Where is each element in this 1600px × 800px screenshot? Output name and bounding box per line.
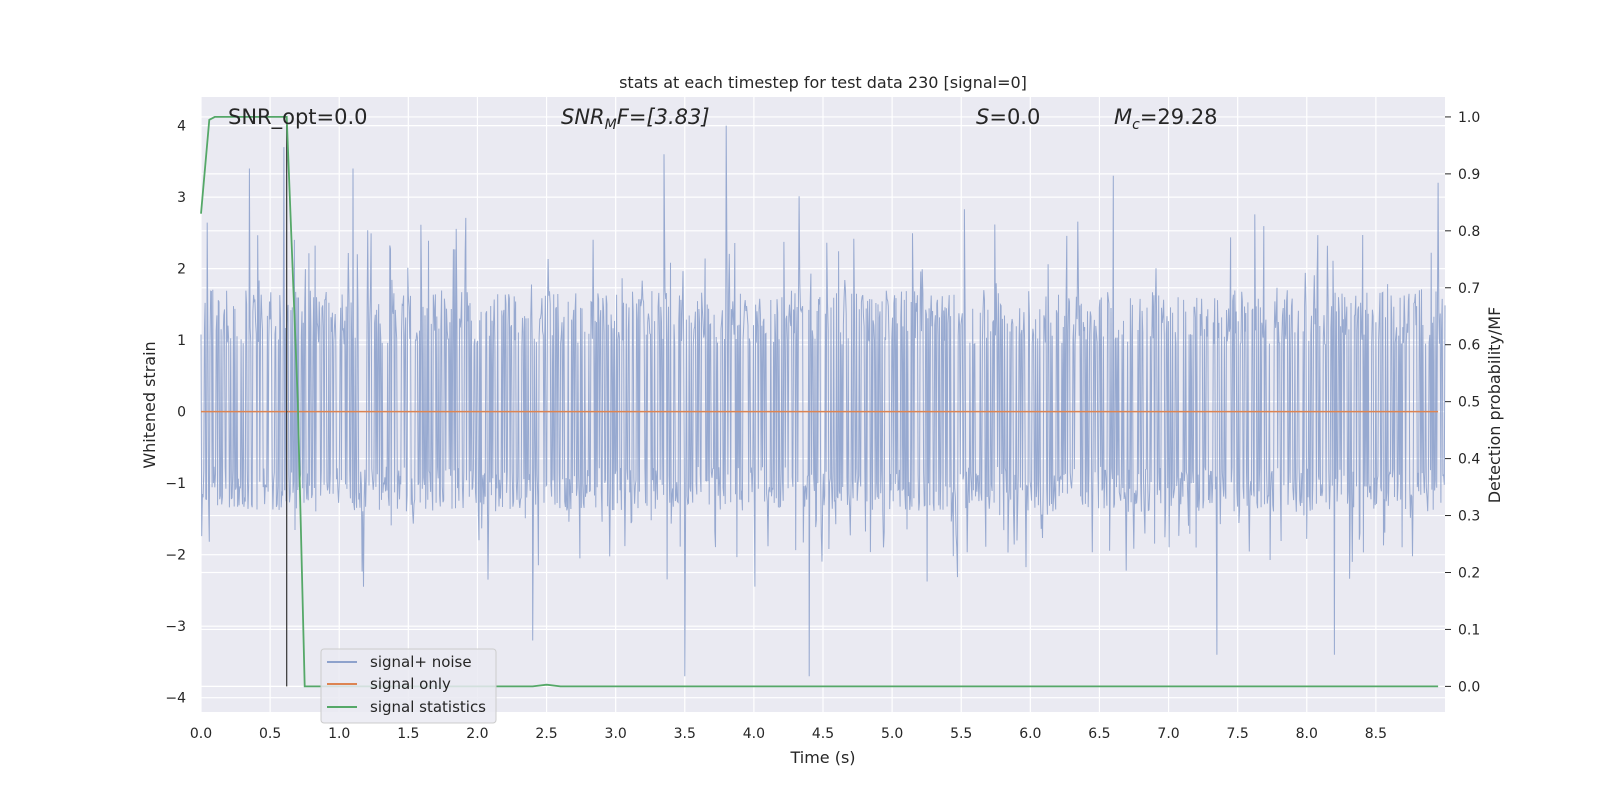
x-tick-label-4: 2.0 bbox=[466, 726, 488, 742]
y-left-tick-label-7: −3 bbox=[165, 619, 186, 635]
s-rest: =0.0 bbox=[989, 105, 1040, 129]
y-left-tick-label-6: −2 bbox=[165, 548, 186, 564]
snr-mf-sub: M bbox=[605, 117, 617, 133]
legend: signal+ noise signal only signal statist… bbox=[320, 648, 497, 724]
x-tick-label-11: 5.5 bbox=[950, 726, 972, 742]
annotation-mc: Mc=29.28 bbox=[1114, 105, 1218, 133]
x-tick-label-17: 8.5 bbox=[1365, 726, 1387, 742]
snr-mf-base: SNR bbox=[561, 105, 605, 129]
y-right-tick-label-0: 1.0 bbox=[1458, 110, 1480, 126]
x-tick-label-12: 6.0 bbox=[1019, 726, 1041, 742]
y-right-tick-label-9: 0.1 bbox=[1458, 622, 1480, 638]
legend-label-signal-noise: signal+ noise bbox=[370, 653, 472, 671]
y-right-tick-label-3: 0.7 bbox=[1458, 281, 1480, 297]
x-tick-label-8: 4.0 bbox=[743, 726, 765, 742]
grid-lines bbox=[200, 97, 1445, 712]
x-tick-label-13: 6.5 bbox=[1088, 726, 1110, 742]
x-tick-label-6: 3.0 bbox=[605, 726, 627, 742]
y-right-axis-label: Detection probability/MF bbox=[1485, 307, 1504, 504]
legend-label-signal-only: signal only bbox=[370, 675, 451, 693]
y-right-tick-label-5: 0.5 bbox=[1458, 395, 1480, 411]
series-signal-noise bbox=[200, 125, 1446, 677]
series-signal-statistics bbox=[200, 116, 1439, 688]
y-right-tick-label-1: 0.9 bbox=[1458, 167, 1480, 183]
x-tick-label-3: 1.5 bbox=[397, 726, 419, 742]
y-left-tick-label-2: 2 bbox=[177, 262, 186, 278]
x-tick-label-10: 5.0 bbox=[881, 726, 903, 742]
x-tick-label-2: 1.0 bbox=[328, 726, 350, 742]
y-left-tick-label-4: 0 bbox=[177, 405, 186, 421]
y-left-tick-label-8: −4 bbox=[165, 691, 186, 707]
y-right-tick-label-10: 0.0 bbox=[1458, 679, 1480, 695]
annotation-snr-opt: SNR_opt=0.0 bbox=[228, 105, 368, 130]
y-left-tick-label-3: 1 bbox=[177, 333, 186, 349]
y-left-tick-label-5: −1 bbox=[165, 476, 186, 492]
chart-title: stats at each timestep for test data 230… bbox=[619, 73, 1027, 92]
x-tick-label-14: 7.0 bbox=[1157, 726, 1179, 742]
x-axis-ticks: 0.0 0.5 1.0 1.5 2.0 2.5 3.0 3.5 4.0 4.5 5.0 5.5 6.0 6… bbox=[190, 726, 1387, 742]
legend-label-signal-statistics: signal statistics bbox=[370, 698, 486, 716]
y-left-tick-label-1: 3 bbox=[177, 190, 186, 206]
y-left-axis-ticks: 4 3 2 1 0 −1 −2 −3 −4 bbox=[165, 119, 186, 707]
legend-box bbox=[320, 648, 497, 724]
y-right-tick-label-4: 0.6 bbox=[1458, 338, 1480, 354]
annotation-snr-mf: SNRMF=[3.83] bbox=[561, 105, 710, 133]
snr-mf-rest: F=[3.83] bbox=[617, 105, 710, 129]
y-right-tick-label-7: 0.3 bbox=[1458, 509, 1480, 525]
x-tick-label-0: 0.0 bbox=[190, 726, 212, 742]
x-tick-label-16: 8.0 bbox=[1296, 726, 1318, 742]
y-right-axis-ticks: 1.0 0.9 0.8 0.7 0.6 0.5 0.4 0.3 0.2 0.1 0.0 bbox=[1445, 110, 1480, 695]
signal-noise-line bbox=[200, 125, 1446, 677]
s-italic: S bbox=[976, 105, 989, 129]
mc-sub: c bbox=[1132, 117, 1140, 133]
y-right-tick-label-8: 0.2 bbox=[1458, 565, 1480, 581]
x-tick-label-15: 7.5 bbox=[1227, 726, 1249, 742]
y-right-tick-label-2: 0.8 bbox=[1458, 224, 1480, 240]
y-right-tick-label-6: 0.4 bbox=[1458, 452, 1480, 468]
x-tick-label-9: 4.5 bbox=[812, 726, 834, 742]
x-tick-label-7: 3.5 bbox=[674, 726, 696, 742]
annotation-s: S=0.0 bbox=[976, 105, 1040, 129]
mc-rest: =29.28 bbox=[1140, 105, 1218, 129]
y-left-tick-label-0: 4 bbox=[177, 119, 186, 135]
x-tick-label-5: 2.5 bbox=[535, 726, 557, 742]
y-left-axis-label: Whitened strain bbox=[140, 341, 159, 468]
mc-base: M bbox=[1114, 105, 1132, 129]
x-tick-label-1: 0.5 bbox=[259, 726, 281, 742]
x-axis-label: Time (s) bbox=[789, 748, 855, 767]
